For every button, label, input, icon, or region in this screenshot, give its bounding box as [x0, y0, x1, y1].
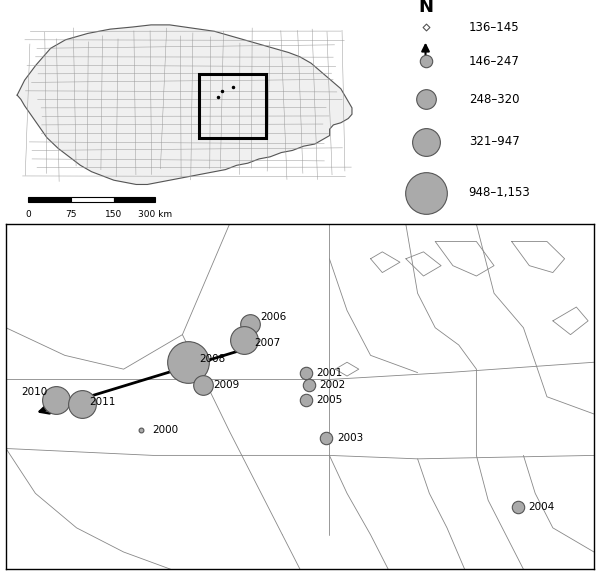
- Bar: [199, 74, 266, 137]
- Text: 2008: 2008: [199, 354, 225, 364]
- Text: 75: 75: [65, 210, 77, 219]
- Polygon shape: [17, 25, 352, 185]
- Text: N: N: [418, 0, 433, 17]
- Bar: [114, 197, 155, 202]
- Bar: [28, 197, 71, 202]
- Point: [51, 396, 61, 405]
- Point: [322, 434, 331, 443]
- Text: 146–247: 146–247: [469, 55, 520, 68]
- Text: 300 km: 300 km: [138, 210, 172, 219]
- Point: [304, 380, 314, 389]
- Point: [77, 399, 87, 408]
- Point: [513, 503, 523, 512]
- Bar: [71, 197, 114, 202]
- Point: [421, 56, 430, 66]
- Point: [198, 380, 208, 389]
- Point: [421, 189, 430, 198]
- Point: [301, 368, 311, 377]
- Point: [245, 320, 255, 329]
- Text: 2011: 2011: [89, 397, 116, 407]
- Point: [136, 425, 146, 434]
- Text: 321–947: 321–947: [469, 135, 520, 148]
- Text: 0: 0: [25, 210, 31, 219]
- Text: 2010: 2010: [21, 386, 47, 397]
- Point: [184, 358, 193, 367]
- Text: 2007: 2007: [255, 338, 281, 348]
- Point: [301, 396, 311, 405]
- Text: 2000: 2000: [152, 424, 178, 435]
- Text: 948–1,153: 948–1,153: [469, 186, 530, 200]
- Point: [239, 335, 249, 344]
- Point: [421, 137, 430, 147]
- Text: 2001: 2001: [316, 367, 343, 378]
- Text: 136–145: 136–145: [469, 21, 520, 33]
- Text: 150: 150: [105, 210, 122, 219]
- Text: 2005: 2005: [316, 395, 343, 405]
- Text: 2004: 2004: [528, 502, 554, 512]
- Text: 248–320: 248–320: [469, 93, 519, 106]
- Point: [421, 95, 430, 104]
- Text: 2002: 2002: [319, 380, 346, 390]
- Text: 2006: 2006: [260, 312, 287, 323]
- Text: 2009: 2009: [214, 380, 240, 390]
- Point: [421, 22, 430, 32]
- Text: 2003: 2003: [337, 433, 363, 443]
